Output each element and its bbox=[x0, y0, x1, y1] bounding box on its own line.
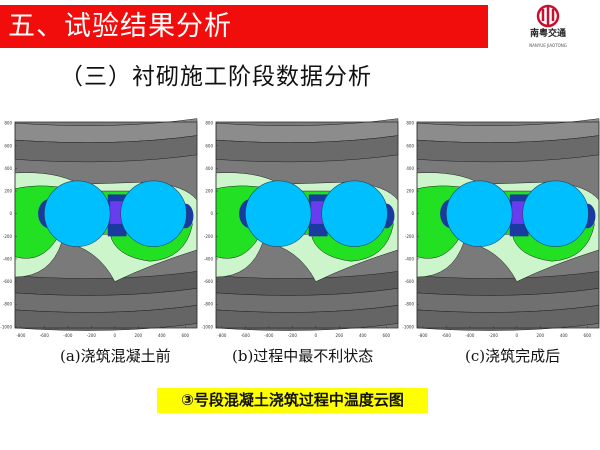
y-tick-label: 800 bbox=[406, 121, 414, 126]
y-tick-label: -600 bbox=[3, 279, 13, 284]
y-tick-label: -800 bbox=[3, 302, 13, 307]
x-tick-label: -800 bbox=[16, 333, 26, 338]
y-tick-label: -200 bbox=[204, 234, 214, 239]
plot-frame bbox=[416, 121, 600, 329]
caption-a: (a)浇筑混凝土前 bbox=[60, 347, 171, 365]
x-tick-label: 600 bbox=[583, 333, 591, 338]
x-tick-label: -400 bbox=[63, 333, 73, 338]
y-tick-label: 0 bbox=[210, 211, 213, 216]
section-title: 五、试验结果分析 bbox=[8, 11, 232, 42]
caption-c: (c)浇筑完成后 bbox=[465, 347, 561, 365]
x-tick-label: 0 bbox=[516, 333, 519, 338]
y-tick-label: 0 bbox=[411, 211, 414, 216]
y-tick-label: -600 bbox=[405, 279, 415, 284]
violet-region bbox=[512, 201, 527, 224]
contour-field bbox=[416, 118, 600, 331]
y-tick-label: -1000 bbox=[0, 324, 12, 329]
tunnel-section-1 bbox=[44, 180, 111, 247]
x-tick-label: 400 bbox=[158, 333, 166, 338]
x-tick-label: 600 bbox=[382, 333, 390, 338]
x-tick-label: 200 bbox=[335, 333, 343, 338]
y-tick-label: -400 bbox=[3, 256, 13, 261]
x-tick-label: 0 bbox=[315, 333, 318, 338]
y-tick-label: 800 bbox=[4, 121, 12, 126]
y-tick-label: 600 bbox=[406, 143, 414, 148]
plot-frame bbox=[14, 121, 198, 329]
x-tick-label: -800 bbox=[418, 333, 428, 338]
logo-name: 南粤交通 bbox=[529, 29, 566, 39]
page-subtitle: （三）衬砌施工阶段数据分析 bbox=[60, 64, 372, 90]
y-tick-label: -200 bbox=[405, 234, 415, 239]
x-tick-label: -200 bbox=[87, 333, 97, 338]
logo-emblem-icon bbox=[536, 4, 560, 28]
y-tick-label: -800 bbox=[204, 302, 214, 307]
tunnel-section-2 bbox=[522, 180, 589, 247]
logo-subtitle: NANYUE JIAOTONG bbox=[529, 43, 567, 48]
y-tick-label: 0 bbox=[9, 211, 12, 216]
x-tick-label: 0 bbox=[114, 333, 117, 338]
x-tick-label: 400 bbox=[560, 333, 568, 338]
contour-field bbox=[14, 118, 198, 331]
tunnel-section-2 bbox=[321, 180, 388, 247]
tunnel-section-1 bbox=[245, 180, 312, 247]
violet-region bbox=[110, 201, 125, 224]
x-tick-label: 200 bbox=[536, 333, 544, 338]
x-tick-label: -800 bbox=[217, 333, 227, 338]
x-tick-label: -200 bbox=[489, 333, 499, 338]
x-tick-label: -600 bbox=[241, 333, 251, 338]
tunnel-section-1 bbox=[446, 180, 513, 247]
y-tick-label: 400 bbox=[4, 166, 12, 171]
x-tick-label: 200 bbox=[134, 333, 142, 338]
tunnel-section-2 bbox=[120, 180, 187, 247]
y-tick-label: 600 bbox=[4, 143, 12, 148]
y-tick-label: 400 bbox=[406, 166, 414, 171]
y-tick-label: -400 bbox=[405, 256, 415, 261]
figure-banner: ③号段混凝土浇筑过程中温度云图 bbox=[157, 388, 428, 413]
contour-field bbox=[215, 118, 399, 331]
y-tick-label: 200 bbox=[406, 189, 414, 194]
x-tick-label: -400 bbox=[465, 333, 475, 338]
company-logo: 南粤交通 NANYUE JIAOTONG bbox=[518, 4, 578, 52]
y-tick-label: 600 bbox=[205, 143, 213, 148]
y-tick-label: -200 bbox=[3, 234, 13, 239]
temperature-contour-plot-a: 800 600 400 200 0 -200 -400 -600 -800 -1000 -800 -6… bbox=[0, 118, 200, 342]
x-tick-label: -200 bbox=[288, 333, 298, 338]
y-tick-label: -400 bbox=[204, 256, 214, 261]
y-tick-label: 200 bbox=[205, 189, 213, 194]
violet-region bbox=[311, 201, 326, 224]
x-tick-label: 400 bbox=[359, 333, 367, 338]
y-tick-label: 400 bbox=[205, 166, 213, 171]
y-tick-label: 800 bbox=[205, 121, 213, 126]
header-bar: 五、试验结果分析 bbox=[0, 5, 488, 48]
y-tick-label: -1000 bbox=[402, 324, 414, 329]
y-tick-label: -600 bbox=[204, 279, 214, 284]
x-tick-label: 600 bbox=[181, 333, 189, 338]
x-tick-label: -600 bbox=[442, 333, 452, 338]
caption-b: (b)过程中最不利状态 bbox=[232, 347, 374, 365]
y-tick-label: -1000 bbox=[201, 324, 213, 329]
x-tick-label: -600 bbox=[40, 333, 50, 338]
y-tick-label: 200 bbox=[4, 189, 12, 194]
x-tick-label: -400 bbox=[264, 333, 274, 338]
temperature-contour-plot-c: 800 600 400 200 0 -200 -400 -600 -800 -1000 -800 -6… bbox=[402, 118, 600, 342]
plot-frame bbox=[215, 121, 399, 329]
y-tick-label: -800 bbox=[405, 302, 415, 307]
temperature-contour-plot-b: 800 600 400 200 0 -200 -400 -600 -800 -1000 -800 -6… bbox=[201, 118, 401, 342]
